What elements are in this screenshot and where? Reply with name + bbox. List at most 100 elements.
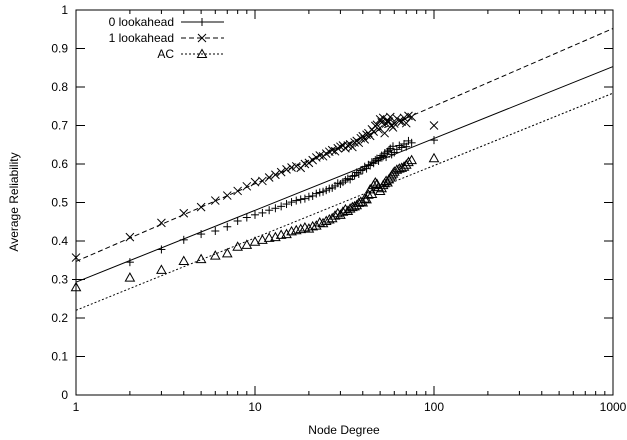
point-1-lookahead	[378, 113, 388, 123]
point-0-lookahead	[407, 138, 416, 147]
y-tick-label: 0.3	[51, 273, 68, 287]
point-ac	[396, 162, 408, 172]
point-ac	[263, 232, 275, 242]
point-1-lookahead	[242, 181, 252, 191]
legend-marker	[198, 18, 206, 26]
point-1-lookahead	[125, 232, 135, 242]
point-0-lookahead	[296, 195, 305, 204]
fit-line-ac	[75, 92, 614, 311]
point-0-lookahead	[371, 156, 380, 165]
point-ac	[326, 212, 338, 223]
point-1-lookahead	[401, 118, 411, 128]
point-1-lookahead	[308, 155, 318, 165]
point-1-lookahead	[348, 142, 357, 152]
point-1-lookahead	[282, 165, 291, 174]
legend-label: AC	[157, 47, 174, 61]
x-tick-label: 1	[73, 400, 80, 414]
point-1-lookahead	[327, 145, 337, 155]
point-ac	[221, 247, 233, 258]
point-ac	[156, 264, 167, 274]
fit-line-0-lookahead	[75, 66, 614, 283]
point-1-lookahead	[271, 170, 280, 180]
point-ac	[366, 188, 378, 199]
point-ac	[209, 250, 221, 260]
point-ac	[363, 189, 374, 199]
point-1-lookahead	[157, 218, 166, 228]
point-1-lookahead	[179, 208, 189, 218]
point-ac	[398, 161, 410, 171]
point-1-lookahead	[399, 113, 409, 123]
point-ac	[70, 281, 82, 292]
point-1-lookahead	[397, 117, 407, 127]
y-tick-label: 0.7	[51, 119, 68, 133]
legend-marker	[196, 48, 208, 58]
point-ac	[232, 241, 244, 251]
point-0-lookahead	[271, 204, 280, 213]
x-tick-label: 100	[424, 400, 444, 414]
legend: 0 lookahead 1 lookahead AC	[109, 15, 224, 61]
point-ac	[303, 223, 315, 233]
point-0-lookahead	[430, 136, 438, 145]
y-tick-label: 0.6	[51, 157, 68, 171]
point-1-lookahead	[264, 173, 274, 182]
point-0-lookahead	[157, 245, 166, 254]
point-0-lookahead	[319, 187, 328, 196]
point-1-lookahead	[375, 114, 385, 124]
point-ac	[314, 217, 326, 227]
point-0-lookahead	[312, 189, 321, 198]
point-0-lookahead	[265, 206, 274, 215]
point-ac	[361, 193, 372, 204]
legend-marker	[197, 33, 207, 43]
point-1-lookahead	[258, 176, 267, 186]
y-tick-label: 0.8	[51, 80, 68, 94]
point-1-lookahead	[343, 141, 353, 150]
point-0-lookahead	[315, 188, 324, 197]
point-1-lookahead	[210, 196, 220, 205]
point-ac	[403, 156, 414, 167]
point-ac	[388, 166, 400, 176]
point-1-lookahead	[304, 158, 314, 168]
point-0-lookahead	[404, 136, 413, 145]
point-1-lookahead	[333, 143, 343, 153]
point-0-lookahead	[125, 258, 134, 267]
point-1-lookahead	[385, 112, 395, 122]
legend-label: 1 lookahead	[109, 31, 174, 45]
point-0-lookahead	[384, 146, 393, 155]
point-0-lookahead	[197, 230, 206, 239]
point-0-lookahead	[287, 198, 296, 207]
point-0-lookahead	[402, 142, 411, 151]
point-0-lookahead	[223, 222, 232, 231]
point-0-lookahead	[251, 210, 259, 219]
point-1-lookahead	[196, 202, 206, 212]
point-ac	[349, 200, 360, 211]
y-tick-label: 0.2	[51, 311, 68, 325]
point-ac	[195, 253, 207, 264]
y-axis-label: Average Reliability	[7, 152, 21, 251]
legend-label: 0 lookahead	[109, 15, 174, 29]
x-tick-label: 10	[248, 400, 262, 414]
point-1-lookahead	[372, 120, 382, 130]
point-ac	[400, 159, 412, 169]
x-axis-ticks: 1 10 100 1000	[73, 10, 627, 414]
point-1-lookahead	[360, 135, 370, 144]
point-ac	[406, 154, 417, 165]
y-tick-label: 0.9	[51, 42, 68, 56]
point-1-lookahead	[354, 138, 364, 148]
point-0-lookahead	[374, 156, 383, 165]
point-0-lookahead	[304, 192, 313, 201]
point-ac	[295, 223, 307, 234]
point-ac	[241, 239, 253, 249]
point-0-lookahead	[211, 226, 220, 235]
point-1-lookahead	[71, 253, 81, 262]
point-0-lookahead	[292, 196, 301, 205]
point-ac	[335, 209, 346, 219]
point-1-lookahead	[394, 116, 404, 126]
point-ac	[257, 234, 268, 244]
point-0-lookahead	[282, 200, 291, 209]
point-0-lookahead	[352, 168, 361, 177]
point-ac	[369, 176, 381, 187]
point-0-lookahead	[382, 153, 391, 162]
point-ac	[310, 220, 322, 230]
y-tick-label: 0	[61, 388, 68, 402]
